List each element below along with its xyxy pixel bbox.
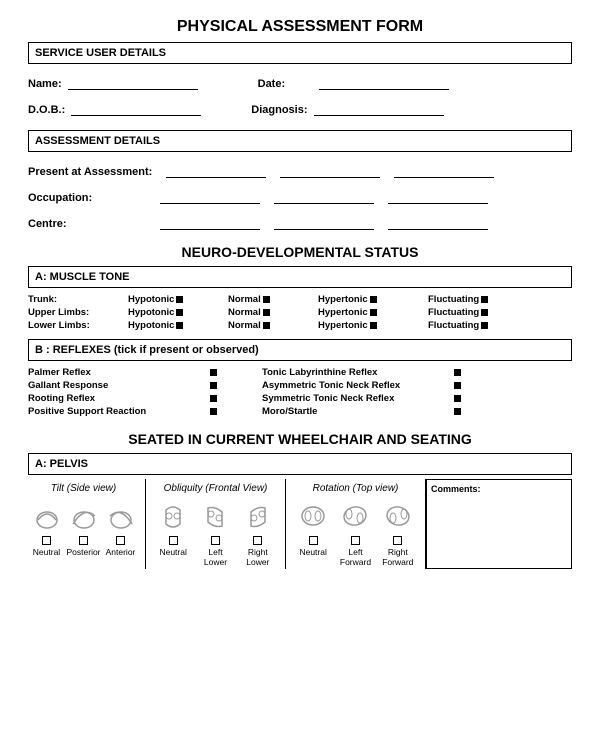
reflex-label: Positive Support Reaction (28, 406, 208, 417)
pelvis-group-title: Obliquity (Frontal View) (152, 483, 279, 494)
pelvis-option[interactable]: Left Lower (198, 536, 232, 567)
pelvis-option[interactable]: Right Lower (241, 536, 275, 567)
field-occupation-1[interactable] (160, 192, 260, 204)
reflex-check[interactable] (208, 393, 222, 404)
pelvis-icon (158, 498, 188, 532)
pelvis-option[interactable]: Right Forward (381, 536, 415, 567)
label-occupation: Occupation: (28, 192, 154, 204)
tone-cell[interactable]: Hypotonic (128, 320, 228, 331)
reflex-label: Asymmetric Tonic Neck Reflex (262, 380, 452, 391)
pelvis-icon (106, 498, 136, 532)
field-dob[interactable] (71, 104, 201, 116)
section-seated-title: SEATED IN CURRENT WHEELCHAIR AND SEATING (28, 431, 572, 447)
pelvis-option[interactable]: Posterior (67, 536, 101, 557)
pelvis-option[interactable]: Neutral (30, 536, 64, 557)
tone-cell[interactable]: Hypotonic (128, 294, 228, 305)
reflex-check[interactable] (452, 393, 466, 404)
pelvis-icon (32, 498, 62, 532)
section-pelvis: A: PELVIS (28, 453, 572, 475)
reflex-label: Tonic Labyrinthine Reflex (262, 367, 452, 378)
reflex-grid: Palmer Reflex Tonic Labyrinthine Reflex … (28, 367, 572, 417)
field-centre-3[interactable] (388, 218, 488, 230)
label-dob: D.O.B.: (28, 104, 65, 116)
tone-cell[interactable]: Normal (228, 294, 318, 305)
section-neuro-title: NEURO-DEVELOPMENTAL STATUS (28, 244, 572, 260)
section-reflexes: B : REFLEXES (tick if present or observe… (28, 339, 572, 361)
field-occupation-3[interactable] (388, 192, 488, 204)
tone-row-label: Lower Limbs: (28, 320, 128, 331)
tone-cell[interactable]: Normal (228, 320, 318, 331)
label-comments: Comments: (431, 484, 481, 494)
field-present-3[interactable] (394, 166, 494, 178)
field-date[interactable] (319, 78, 449, 90)
field-centre-2[interactable] (274, 218, 374, 230)
label-name: Name: (28, 78, 62, 90)
tone-row-label: Trunk: (28, 294, 128, 305)
section-service-user: SERVICE USER DETAILS (28, 42, 572, 64)
pelvis-icon (298, 498, 328, 532)
label-date: Date: (258, 78, 286, 90)
section-muscle-tone: A: MUSCLE TONE (28, 266, 572, 288)
reflex-label: Moro/Startle (262, 406, 452, 417)
field-present-1[interactable] (166, 166, 266, 178)
label-centre: Centre: (28, 218, 154, 230)
reflex-check[interactable] (452, 367, 466, 378)
reflex-check[interactable] (208, 406, 222, 417)
tone-row-label: Upper Limbs: (28, 307, 128, 318)
tone-cell[interactable]: Hypertonic (318, 307, 428, 318)
field-centre-1[interactable] (160, 218, 260, 230)
label-present: Present at Assessment: (28, 166, 152, 178)
tone-cell[interactable]: Hypotonic (128, 307, 228, 318)
tone-cell[interactable]: Fluctuating (428, 320, 528, 331)
label-diagnosis: Diagnosis: (251, 104, 307, 116)
reflex-label: Gallant Response (28, 380, 208, 391)
pelvis-icon (383, 498, 413, 532)
pelvis-option[interactable]: Anterior (104, 536, 138, 557)
pelvis-option[interactable]: Left Forward (338, 536, 372, 567)
reflex-label: Palmer Reflex (28, 367, 208, 378)
reflex-check[interactable] (208, 380, 222, 391)
pelvis-icon (200, 498, 230, 532)
reflex-label: Rooting Reflex (28, 393, 208, 404)
tone-cell[interactable]: Normal (228, 307, 318, 318)
field-occupation-2[interactable] (274, 192, 374, 204)
comments-box[interactable]: Comments: (426, 479, 572, 569)
tone-cell[interactable]: Hypertonic (318, 320, 428, 331)
reflex-label: Symmetric Tonic Neck Reflex (262, 393, 452, 404)
pelvis-icon (243, 498, 273, 532)
field-name[interactable] (68, 78, 198, 90)
pelvis-option[interactable]: Neutral (156, 536, 190, 567)
reflex-check[interactable] (452, 406, 466, 417)
pelvis-option[interactable]: Neutral (296, 536, 330, 567)
muscle-tone-grid: Trunk: Hypotonic Normal Hypertonic Fluct… (28, 294, 572, 331)
tone-cell[interactable]: Hypertonic (318, 294, 428, 305)
pelvis-icon (340, 498, 370, 532)
reflex-check[interactable] (452, 380, 466, 391)
field-present-2[interactable] (280, 166, 380, 178)
tone-cell[interactable]: Fluctuating (428, 294, 528, 305)
field-diagnosis[interactable] (314, 104, 444, 116)
pelvis-icon (69, 498, 99, 532)
pelvis-group-title: Tilt (Side view) (28, 483, 139, 494)
pelvis-row: Tilt (Side view) Neutral Posterior Anter… (28, 479, 572, 569)
section-assess-details: ASSESSMENT DETAILS (28, 130, 572, 152)
page-title: PHYSICAL ASSESSMENT FORM (28, 18, 572, 36)
tone-cell[interactable]: Fluctuating (428, 307, 528, 318)
pelvis-group-title: Rotation (Top view) (292, 483, 419, 494)
reflex-check[interactable] (208, 367, 222, 378)
